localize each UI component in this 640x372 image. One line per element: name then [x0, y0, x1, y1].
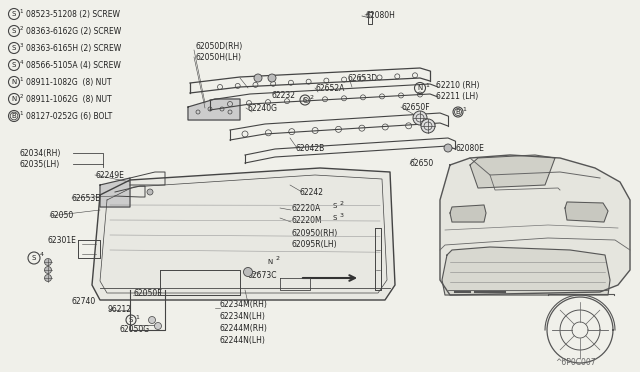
Text: 62050: 62050 — [50, 211, 74, 219]
Circle shape — [45, 275, 51, 282]
Text: S: S — [303, 97, 307, 103]
Text: 4: 4 — [19, 60, 23, 64]
Text: 2: 2 — [19, 26, 23, 31]
Text: S: S — [333, 215, 337, 221]
Text: S: S — [32, 255, 36, 261]
Text: 62095R(LH): 62095R(LH) — [291, 240, 337, 248]
Circle shape — [154, 323, 161, 330]
Text: 62210 (RH): 62210 (RH) — [436, 80, 479, 90]
Polygon shape — [565, 202, 608, 222]
Text: 3: 3 — [19, 42, 23, 48]
Circle shape — [243, 267, 253, 276]
Text: 62240G: 62240G — [248, 103, 278, 112]
Text: 08911-1082G  (8) NUT: 08911-1082G (8) NUT — [26, 77, 111, 87]
Text: 62249E: 62249E — [95, 170, 124, 180]
Polygon shape — [442, 247, 610, 295]
Text: 1: 1 — [425, 83, 429, 88]
Text: 62650: 62650 — [410, 158, 435, 167]
Circle shape — [444, 144, 452, 152]
Circle shape — [421, 119, 435, 133]
Polygon shape — [92, 168, 395, 300]
Text: 1: 1 — [19, 9, 23, 13]
Text: B: B — [12, 113, 17, 119]
Text: N: N — [268, 259, 273, 265]
Text: 62050G: 62050G — [120, 326, 150, 334]
Text: N: N — [12, 79, 17, 85]
Text: 1: 1 — [136, 315, 140, 320]
Circle shape — [147, 189, 153, 195]
Text: 62244N(LH): 62244N(LH) — [220, 336, 266, 344]
Text: 08127-0252G (6) BOLT: 08127-0252G (6) BOLT — [26, 112, 112, 121]
Text: 62080H: 62080H — [365, 10, 395, 19]
Text: 62220A: 62220A — [291, 203, 320, 212]
Text: 62650F: 62650F — [402, 103, 431, 112]
Text: 2: 2 — [339, 201, 344, 206]
Text: S: S — [333, 203, 337, 209]
Text: 08911-1062G  (8) NUT: 08911-1062G (8) NUT — [26, 94, 111, 103]
Circle shape — [45, 266, 51, 273]
Text: 62042B: 62042B — [296, 144, 325, 153]
Text: 3: 3 — [339, 213, 344, 218]
Polygon shape — [470, 155, 555, 188]
Polygon shape — [440, 155, 630, 295]
Text: 08363-6162G (2) SCREW: 08363-6162G (2) SCREW — [26, 26, 121, 35]
Text: ^6P0C007: ^6P0C007 — [555, 358, 596, 367]
Text: 62080E: 62080E — [455, 144, 484, 153]
Text: 2: 2 — [19, 93, 23, 99]
Text: 62242: 62242 — [300, 187, 324, 196]
Text: 62673C: 62673C — [248, 270, 278, 279]
Text: 620950(RH): 620950(RH) — [291, 228, 337, 237]
Circle shape — [148, 317, 156, 324]
Text: S: S — [12, 45, 16, 51]
Text: 08523-51208 (2) SCREW: 08523-51208 (2) SCREW — [26, 10, 120, 19]
Text: 62301E: 62301E — [48, 235, 77, 244]
Text: B: B — [456, 109, 460, 115]
Text: 62232: 62232 — [272, 90, 296, 99]
Text: 62050D(RH): 62050D(RH) — [196, 42, 243, 51]
Text: 62234M(RH): 62234M(RH) — [220, 301, 268, 310]
Polygon shape — [100, 178, 130, 207]
Polygon shape — [450, 205, 486, 222]
Text: 1: 1 — [19, 77, 23, 81]
Text: 62050E: 62050E — [133, 289, 162, 298]
Text: 62234N(LH): 62234N(LH) — [220, 311, 266, 321]
Text: 4: 4 — [40, 253, 44, 257]
Text: 2: 2 — [310, 95, 314, 100]
Text: S: S — [12, 28, 16, 34]
Circle shape — [254, 74, 262, 82]
Text: 08566-5105A (4) SCREW: 08566-5105A (4) SCREW — [26, 61, 121, 70]
Text: 62740: 62740 — [72, 296, 96, 305]
Text: 62653D: 62653D — [348, 74, 378, 83]
Text: N: N — [12, 96, 17, 102]
Circle shape — [413, 111, 427, 125]
Text: 1: 1 — [463, 107, 467, 112]
Text: S: S — [12, 62, 16, 68]
Text: 62211 (LH): 62211 (LH) — [436, 92, 478, 100]
Circle shape — [45, 259, 51, 266]
Text: 96212: 96212 — [108, 305, 132, 314]
Text: 62220M: 62220M — [291, 215, 322, 224]
Text: 62652A: 62652A — [316, 83, 346, 93]
Text: 62050H(LH): 62050H(LH) — [196, 52, 242, 61]
Circle shape — [268, 74, 276, 82]
Text: 62653E: 62653E — [72, 193, 101, 202]
Polygon shape — [188, 99, 240, 120]
Text: N: N — [417, 85, 422, 91]
Text: 2: 2 — [275, 257, 280, 262]
Text: S: S — [129, 317, 133, 323]
Text: 08363-6165H (2) SCREW: 08363-6165H (2) SCREW — [26, 44, 121, 52]
Text: S: S — [12, 11, 16, 17]
Text: 62244M(RH): 62244M(RH) — [220, 324, 268, 333]
Text: 62034(RH): 62034(RH) — [20, 148, 61, 157]
Text: 62035(LH): 62035(LH) — [20, 160, 60, 169]
Text: 1: 1 — [19, 110, 23, 115]
